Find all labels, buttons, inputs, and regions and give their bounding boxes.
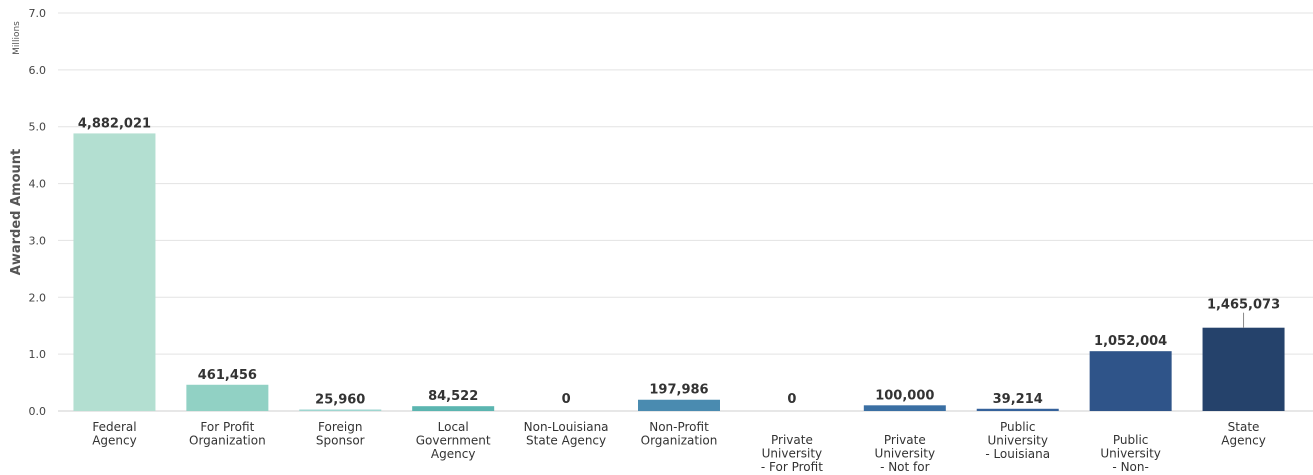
x-category-label-line: Agency [431,447,476,461]
x-category-label-line: Louisiana [1102,474,1159,475]
data-label: 39,214 [993,392,1043,407]
x-category-label: Private University - For Profit [761,433,823,474]
x-category-label-line: - Not for [880,460,930,474]
bar [976,408,1059,411]
x-category-label-line: - For Profit [761,460,823,474]
bar [73,133,156,411]
gridlines [58,12,1313,412]
data-label: 1,052,004 [1094,334,1167,349]
x-category-label: Local Government Agency [416,420,491,461]
x-category-label-line: Federal [92,420,136,434]
bar [863,405,946,411]
y-tick-label: 4.0 [29,178,47,191]
x-category-label-line: Government [416,434,491,448]
x-category-label-line: State [1228,420,1260,434]
data-label: 100,000 [875,388,934,403]
x-category-label-line: Agency [1221,434,1266,448]
y-tick-label: 5.0 [29,121,47,134]
x-category-label-line: Private [771,433,813,447]
data-label: 4,882,021 [78,116,151,131]
x-category-label-line: University [875,447,936,461]
bar [186,384,269,411]
x-category-label: State Agency [1221,420,1266,448]
data-label: 461,456 [198,368,257,383]
x-category-label-line: University [1100,447,1161,461]
y-tick-label: 2.0 [29,291,47,304]
data-label: 1,465,073 [1207,298,1280,313]
bar [299,409,382,411]
x-category-label-line: - Non- [1112,460,1148,474]
x-category-label-line: State Agency [526,434,606,448]
y-axis-ticks: 0.0 1.0 2.0 3.0 4.0 5.0 6.0 7.0 [29,7,47,418]
x-category-label-line: Organization [641,434,718,448]
data-label: 25,960 [315,393,365,408]
data-label: 0 [787,392,796,407]
y-axis-title: Awarded Amount [9,149,24,275]
x-category-label: For Profit Organization [189,420,266,448]
x-category-label: Federal Agency [92,420,137,448]
x-category-label: Public University - Louisiana [985,420,1050,461]
x-category-label-line: Public [1113,433,1149,447]
y-tick-label: 7.0 [29,7,47,20]
x-category-label: Non-Louisiana State Agency [524,420,609,448]
y-tick-label: 3.0 [29,234,47,247]
x-category-label-line: Non-Profit [649,420,709,434]
data-label: 197,986 [649,383,708,398]
data-label: 84,522 [428,389,478,404]
x-category-label: Non-Profit Organization [641,420,718,448]
x-category-label-line: University [762,447,823,461]
x-category-label-line: For Profit [200,420,254,434]
x-category-label-line: Organization [189,434,266,448]
y-tick-label: 6.0 [29,64,47,77]
x-category-label-line: Foreign [318,420,362,434]
data-label: 0 [562,392,571,407]
y-axis-unit-label: Millions [12,21,22,55]
x-category-label: Foreign Sponsor [316,420,365,448]
x-category-label-line: Local [438,420,469,434]
bars [73,133,1285,411]
x-category-label-line: Private [884,433,926,447]
y-tick-label: 0.0 [29,405,47,418]
x-category-label-line: Non-Louisiana [524,420,609,434]
x-category-label-line: University [987,434,1048,448]
bar [638,399,720,411]
data-labels: 4,882,021 461,456 25,960 84,522 0 197,986 0 100… [78,116,1280,407]
bar [1202,327,1285,411]
x-category-label-line: Profit [889,474,921,475]
y-tick-label: 1.0 [29,348,47,361]
x-category-label-line: Public [1000,420,1036,434]
x-category-label-line: Sponsor [316,434,365,448]
x-category-label-line: - Louisiana [985,447,1050,461]
bar [412,406,495,411]
x-category-label-line: Agency [92,434,137,448]
bar [1089,351,1172,411]
